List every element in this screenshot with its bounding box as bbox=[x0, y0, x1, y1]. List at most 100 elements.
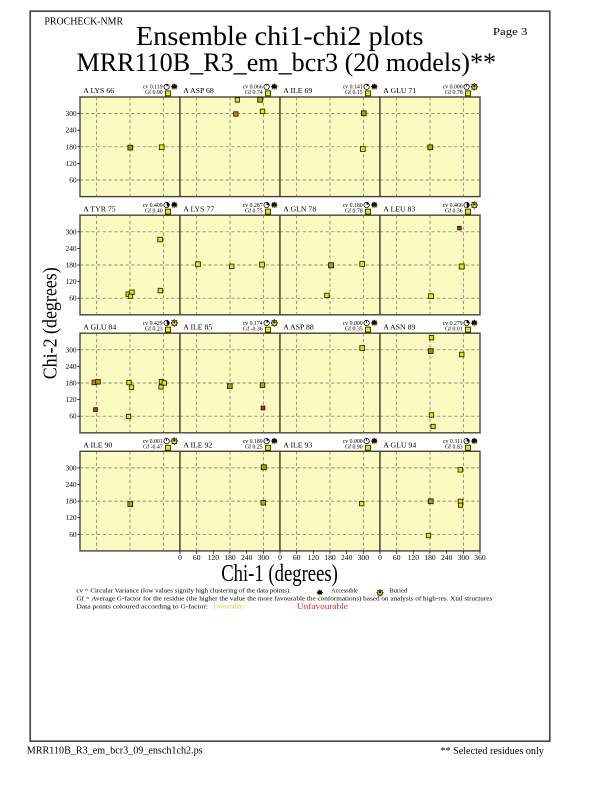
svg-text:180: 180 bbox=[224, 553, 236, 562]
svg-text:A ILE 93: A ILE 93 bbox=[283, 441, 312, 450]
svg-text:180: 180 bbox=[66, 497, 77, 506]
svg-text:A GLU 94: A GLU 94 bbox=[383, 441, 416, 450]
svg-text:120: 120 bbox=[408, 553, 420, 562]
svg-text:Gf 0.01: Gf 0.01 bbox=[445, 325, 463, 332]
svg-text:cv 0.141: cv 0.141 bbox=[343, 85, 363, 91]
svg-text:60: 60 bbox=[193, 553, 201, 562]
svg-text:0: 0 bbox=[378, 553, 382, 562]
svg-text:Gf 0.40: Gf 0.40 bbox=[145, 207, 163, 214]
svg-text:Gf 0.74: Gf 0.74 bbox=[245, 89, 263, 96]
svg-text:Gf 0.15: Gf 0.15 bbox=[345, 89, 363, 96]
svg-text:Gf 0.35: Gf 0.35 bbox=[345, 325, 363, 332]
svg-text:300: 300 bbox=[458, 553, 470, 562]
svg-text:240: 240 bbox=[341, 553, 353, 562]
svg-text:cv 0.000: cv 0.000 bbox=[343, 321, 363, 327]
svg-text:Favourable: Favourable bbox=[213, 604, 243, 611]
svg-text:A ASN 89: A ASN 89 bbox=[383, 322, 415, 331]
svg-text:240: 240 bbox=[241, 553, 253, 562]
svg-text:Buried: Buried bbox=[389, 588, 407, 594]
svg-text:Gf 0.25: Gf 0.25 bbox=[245, 444, 263, 451]
svg-text:Accessible: Accessible bbox=[331, 588, 358, 594]
svg-text:180: 180 bbox=[66, 261, 77, 270]
svg-text:PROCHECK-NMR: PROCHECK-NMR bbox=[44, 17, 123, 28]
svg-text:A TYR 75: A TYR 75 bbox=[83, 204, 115, 213]
svg-text:180: 180 bbox=[66, 142, 77, 151]
svg-text:cv 0.409: cv 0.409 bbox=[143, 203, 163, 209]
svg-text:Gf 0.78: Gf 0.78 bbox=[345, 207, 363, 214]
svg-text:300: 300 bbox=[66, 345, 77, 354]
svg-text:A ILE 85: A ILE 85 bbox=[183, 322, 212, 331]
svg-text:A GLU 71: A GLU 71 bbox=[383, 86, 416, 95]
svg-text:Chi-1 (degrees): Chi-1 (degrees) bbox=[221, 561, 338, 587]
svg-text:180: 180 bbox=[66, 379, 77, 388]
svg-text:360: 360 bbox=[474, 553, 486, 562]
svg-text:Gf 0.78: Gf 0.78 bbox=[445, 89, 463, 96]
svg-text:60: 60 bbox=[293, 553, 301, 562]
svg-text:300: 300 bbox=[66, 463, 77, 472]
svg-text:A ILE 92: A ILE 92 bbox=[183, 441, 212, 450]
svg-text:A ASP 88: A ASP 88 bbox=[283, 322, 314, 331]
svg-text:240: 240 bbox=[66, 362, 77, 371]
svg-text:180: 180 bbox=[324, 553, 336, 562]
svg-text:cv 0.001: cv 0.001 bbox=[143, 439, 163, 445]
svg-text:Gf 0.90: Gf 0.90 bbox=[345, 444, 363, 451]
svg-text:MRR110B_R3_em_bcr3_09_ensch1ch: MRR110B_R3_em_bcr3_09_ensch1ch2.ps bbox=[27, 745, 203, 756]
svg-text:240: 240 bbox=[66, 126, 77, 135]
svg-text:300: 300 bbox=[358, 553, 370, 562]
svg-text:A LYS 66: A LYS 66 bbox=[83, 86, 114, 95]
svg-text:60: 60 bbox=[69, 412, 77, 421]
svg-text:120: 120 bbox=[66, 395, 77, 404]
svg-text:cv 0.189: cv 0.189 bbox=[243, 439, 263, 445]
svg-text:A ILE 90: A ILE 90 bbox=[83, 441, 112, 450]
svg-text:180: 180 bbox=[424, 553, 436, 562]
svg-text:Page 3: Page 3 bbox=[493, 27, 528, 38]
svg-text:** Selected residues only: ** Selected residues only bbox=[440, 746, 544, 757]
svg-text:Gf -0.47: Gf -0.47 bbox=[143, 444, 163, 451]
svg-text:Gf 0.90: Gf 0.90 bbox=[145, 89, 163, 96]
svg-text:Unfavourable: Unfavourable bbox=[297, 602, 349, 611]
svg-text:120: 120 bbox=[308, 553, 320, 562]
svg-text:0: 0 bbox=[278, 553, 282, 562]
svg-text:120: 120 bbox=[208, 553, 220, 562]
svg-text:240: 240 bbox=[66, 480, 77, 489]
svg-text:Gf 0.36: Gf 0.36 bbox=[445, 207, 463, 214]
svg-text:Data points coloured according: Data points coloured according to G-fact… bbox=[76, 604, 208, 611]
svg-text:cv 0.066: cv 0.066 bbox=[243, 85, 263, 91]
svg-text:60: 60 bbox=[69, 176, 77, 185]
svg-text:60: 60 bbox=[393, 553, 401, 562]
svg-text:Gf = Average G-factor for the: Gf = Average G-factor for the residue (t… bbox=[76, 595, 493, 602]
svg-text:cv 0.279: cv 0.279 bbox=[443, 321, 463, 327]
svg-text:cv 0.311: cv 0.311 bbox=[443, 439, 463, 445]
svg-text:240: 240 bbox=[441, 553, 453, 562]
svg-text:cv 0.429: cv 0.429 bbox=[143, 321, 163, 327]
svg-text:cv 0.180: cv 0.180 bbox=[343, 203, 363, 209]
svg-text:A ILE 69: A ILE 69 bbox=[283, 86, 312, 95]
svg-text:Gf -0.36: Gf -0.36 bbox=[243, 325, 263, 332]
svg-text:cv = Circular Variance (low va: cv = Circular Variance (low values signi… bbox=[76, 587, 291, 594]
svg-text:120: 120 bbox=[66, 513, 77, 522]
svg-text:MRR110B_R3_em_bcr3 (20 models): MRR110B_R3_em_bcr3 (20 models)** bbox=[77, 48, 497, 77]
svg-text:Gf 0.83: Gf 0.83 bbox=[445, 444, 463, 451]
svg-text:120: 120 bbox=[66, 277, 77, 286]
svg-text:0: 0 bbox=[178, 553, 182, 562]
svg-text:A LEU 83: A LEU 83 bbox=[383, 204, 415, 213]
svg-text:cv 0.287: cv 0.287 bbox=[243, 203, 263, 209]
svg-text:cv 0.174: cv 0.174 bbox=[243, 321, 263, 327]
svg-text:300: 300 bbox=[66, 109, 77, 118]
svg-text:A GLN 78: A GLN 78 bbox=[283, 204, 316, 213]
svg-text:300: 300 bbox=[66, 227, 77, 236]
svg-text:A LYS 77: A LYS 77 bbox=[183, 204, 214, 213]
svg-text:cv 0.000: cv 0.000 bbox=[443, 85, 463, 91]
svg-text:Gf 0.75: Gf 0.75 bbox=[245, 207, 263, 214]
svg-text:A ASP 68: A ASP 68 bbox=[183, 86, 214, 95]
svg-text:300: 300 bbox=[258, 553, 270, 562]
svg-text:Ensemble chi1-chi2 plots: Ensemble chi1-chi2 plots bbox=[136, 21, 424, 51]
svg-text:240: 240 bbox=[66, 244, 77, 253]
svg-text:60: 60 bbox=[69, 294, 77, 303]
svg-text:60: 60 bbox=[69, 530, 77, 539]
svg-text:cv 0.466: cv 0.466 bbox=[443, 203, 463, 209]
svg-text:120: 120 bbox=[66, 159, 77, 168]
svg-text:A GLU 84: A GLU 84 bbox=[83, 322, 116, 331]
svg-text:Gf 0.23: Gf 0.23 bbox=[145, 325, 163, 332]
svg-text:cv 0.000: cv 0.000 bbox=[343, 439, 363, 445]
